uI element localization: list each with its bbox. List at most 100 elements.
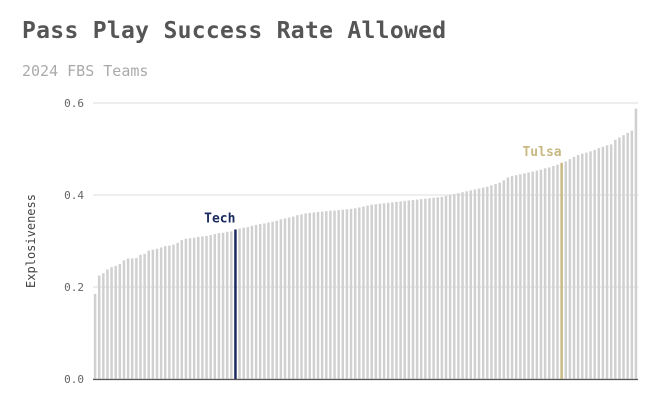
bar: [209, 235, 212, 379]
bar: [378, 203, 382, 379]
bar: [568, 159, 572, 379]
bar: [510, 176, 514, 379]
bar: [320, 211, 324, 379]
y-tick-label: 0.6: [64, 97, 84, 110]
bar: [395, 201, 398, 379]
bar: [477, 188, 481, 379]
bar: [486, 186, 489, 379]
bar: [168, 245, 171, 379]
bar: [325, 211, 328, 379]
y-axis-ticks: 0.0 0.2 0.4 0.6: [64, 97, 84, 386]
bar: [527, 172, 530, 379]
bar: [494, 183, 497, 379]
bar: [197, 236, 200, 379]
bar: [432, 197, 435, 379]
bar: [151, 249, 155, 379]
bar: [304, 213, 307, 379]
bar: [316, 212, 320, 379]
bar: [130, 258, 134, 379]
bar: [552, 166, 555, 379]
bar: [399, 201, 402, 379]
chart-subtitle: 2024 FBS Teams: [22, 62, 149, 80]
bar: [634, 108, 638, 380]
bar: [362, 206, 365, 379]
bar: [230, 231, 233, 379]
bar: [279, 219, 283, 379]
bar: [188, 238, 192, 379]
bar: [271, 221, 274, 379]
bar: [428, 198, 431, 379]
bar: [176, 242, 179, 379]
bar: [221, 232, 225, 379]
bar: [601, 146, 605, 379]
bar: [102, 273, 105, 379]
bar: [564, 161, 567, 379]
bar: [358, 207, 361, 379]
bar: [292, 216, 295, 379]
bar: [618, 137, 621, 379]
bar: [283, 218, 287, 379]
bar: [581, 153, 584, 379]
bar: [415, 199, 419, 379]
bar: [481, 187, 485, 379]
y-tick-label: 0.4: [64, 189, 84, 202]
bar: [192, 237, 196, 379]
bar: [593, 149, 596, 379]
bar: [164, 246, 167, 379]
bar: [403, 200, 406, 379]
bar: [630, 130, 634, 379]
bar: [337, 210, 340, 379]
bar: [498, 182, 501, 379]
bar: [242, 227, 245, 379]
bar: [135, 258, 138, 379]
bar: [490, 185, 493, 379]
bar: [440, 196, 444, 379]
bar: [246, 227, 250, 379]
bar: [267, 222, 270, 379]
bar: [436, 197, 439, 379]
bar: [308, 212, 311, 379]
bar: [370, 204, 373, 379]
bar: [213, 234, 217, 379]
bar: [386, 202, 390, 379]
bar: [465, 191, 468, 379]
bar: [420, 199, 423, 379]
bar: [576, 154, 580, 379]
bar-highlight-tulsa: [560, 162, 563, 379]
bar: [341, 209, 345, 379]
bar: [114, 265, 117, 379]
bar: [147, 250, 150, 379]
bar: [448, 195, 452, 379]
y-axis-label: Explosiveness: [24, 194, 38, 288]
bar: [543, 168, 547, 379]
bar: [250, 225, 254, 379]
bar: [287, 217, 291, 379]
bar: [539, 169, 543, 379]
bar: [300, 214, 303, 379]
bar: [296, 215, 299, 379]
bar: [225, 231, 229, 379]
bar: [547, 167, 551, 379]
bar: [589, 151, 592, 379]
bar: [523, 173, 526, 379]
bar: [605, 145, 609, 379]
highlight-label-tulsa: Tulsa: [522, 145, 561, 160]
bar: [535, 170, 539, 379]
bar: [345, 209, 349, 379]
bar: [263, 223, 266, 379]
bar: [143, 253, 146, 379]
highlight-labels: Tech Tulsa: [204, 145, 562, 227]
bar: [217, 233, 221, 379]
bar: [531, 171, 534, 379]
bar: [201, 236, 204, 379]
bar: [502, 180, 506, 379]
y-tick-label: 0.2: [64, 281, 84, 294]
bar: [469, 190, 473, 379]
bar: [333, 210, 336, 379]
bar: [126, 258, 130, 379]
bar: [312, 212, 316, 379]
bar: [626, 132, 629, 379]
bar: [184, 238, 188, 379]
bar: [205, 235, 208, 379]
bar: [349, 208, 353, 379]
